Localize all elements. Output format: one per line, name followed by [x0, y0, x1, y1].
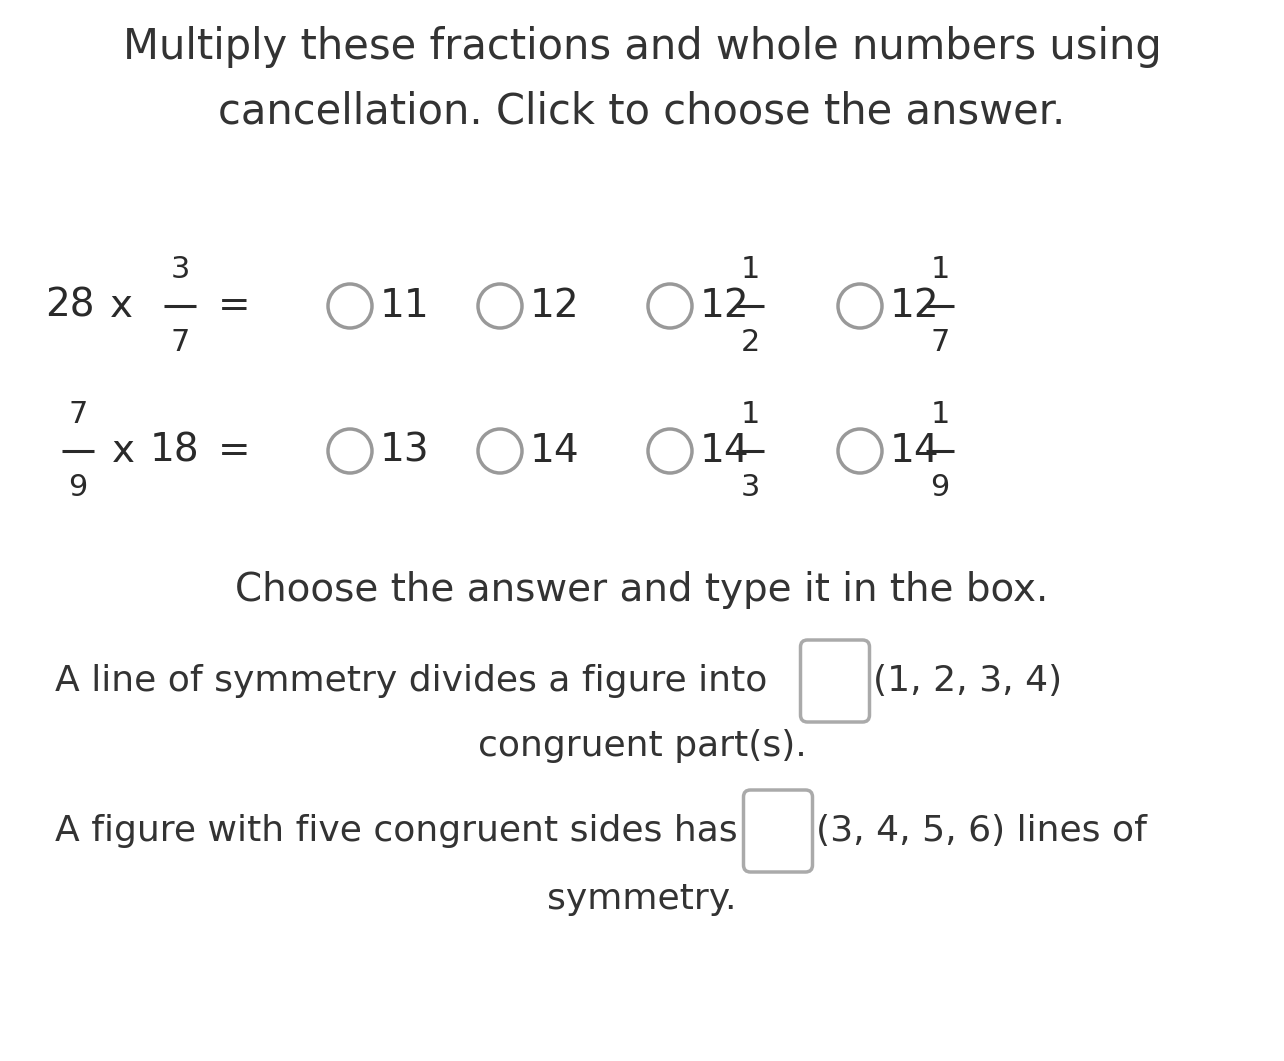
Text: x: x — [112, 432, 135, 470]
Text: (3, 4, 5, 6) lines of: (3, 4, 5, 6) lines of — [817, 814, 1147, 848]
Text: 7: 7 — [68, 400, 87, 429]
Text: 1: 1 — [931, 400, 950, 429]
Text: 2: 2 — [741, 328, 760, 356]
Text: 3: 3 — [171, 255, 190, 284]
Text: congruent part(s).: congruent part(s). — [478, 729, 806, 763]
Text: Choose the answer and type it in the box.: Choose the answer and type it in the box… — [235, 571, 1049, 609]
Text: =: = — [218, 432, 250, 470]
Text: A line of symmetry divides a figure into: A line of symmetry divides a figure into — [55, 664, 768, 698]
Text: 14: 14 — [890, 432, 940, 470]
Text: 14: 14 — [530, 432, 579, 470]
Text: 18: 18 — [150, 432, 199, 470]
Text: 13: 13 — [380, 432, 430, 470]
Text: symmetry.: symmetry. — [547, 882, 737, 916]
Text: Multiply these fractions and whole numbers using: Multiply these fractions and whole numbe… — [123, 27, 1161, 68]
Text: x: x — [110, 286, 134, 325]
Text: 12: 12 — [700, 286, 750, 325]
Text: (1, 2, 3, 4): (1, 2, 3, 4) — [873, 664, 1062, 698]
Text: cancellation. Click to choose the answer.: cancellation. Click to choose the answer… — [218, 91, 1066, 133]
Text: 7: 7 — [931, 328, 950, 356]
Text: 12: 12 — [530, 286, 579, 325]
Text: 28: 28 — [45, 286, 95, 325]
Text: 1: 1 — [741, 400, 760, 429]
Text: 7: 7 — [171, 328, 190, 356]
Text: 1: 1 — [741, 255, 760, 284]
Text: =: = — [218, 286, 250, 325]
Text: A figure with five congruent sides has: A figure with five congruent sides has — [55, 814, 737, 848]
Text: 14: 14 — [700, 432, 750, 470]
Text: 9: 9 — [68, 473, 87, 502]
Text: 1: 1 — [931, 255, 950, 284]
Text: 9: 9 — [931, 473, 950, 502]
Text: 12: 12 — [890, 286, 940, 325]
Text: 11: 11 — [380, 286, 430, 325]
Text: 3: 3 — [741, 473, 760, 502]
